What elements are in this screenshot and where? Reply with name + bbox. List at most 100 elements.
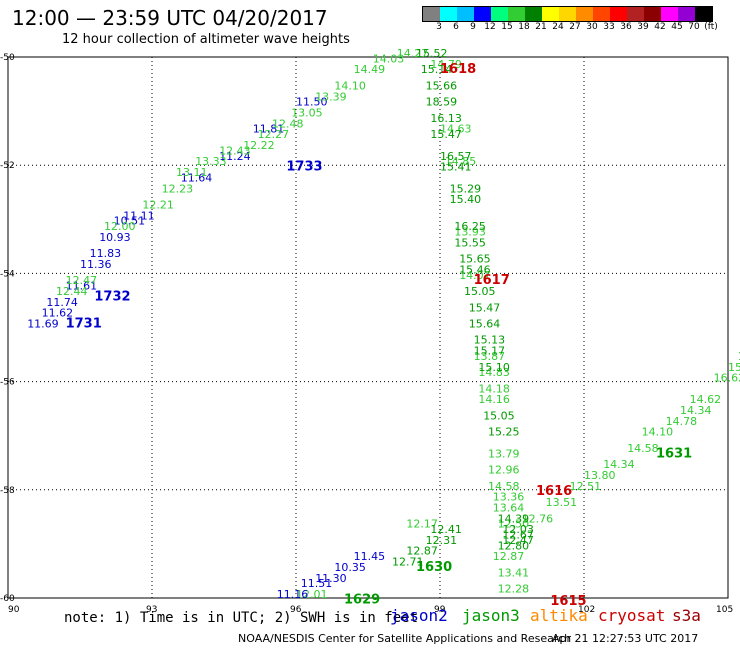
data-point-label: 14.58 (627, 442, 659, 455)
data-point-label: 14.18 (478, 382, 510, 395)
data-point-label: 15.65 (459, 253, 491, 266)
data-point-label: 12.31 (426, 534, 458, 547)
colorbar-tick-label: 45 (671, 22, 683, 32)
pass-time-label: 1631 (656, 446, 692, 461)
colorbar-swatch (474, 7, 491, 21)
data-point-label: 12.17 (406, 518, 438, 531)
colorbar-swatch (678, 7, 695, 21)
data-point-label: 14.79 (430, 58, 462, 71)
data-point-label: 12.03 (502, 523, 534, 536)
y-tick-label: -56 (0, 378, 15, 388)
data-point-label: 13.36 (493, 491, 525, 504)
data-point-label: 15.40 (450, 193, 482, 206)
y-tick-label: -52 (0, 161, 15, 171)
data-point-label: 11.74 (46, 296, 78, 309)
chart-title: 12:00 — 23:59 UTC 04/20/2017 (12, 6, 328, 30)
colorbar-swatch (542, 7, 559, 21)
pass-time-label: 1630 (416, 560, 452, 575)
colorbar-swatch (508, 7, 525, 21)
legend-item-jason2: jason2 (390, 606, 448, 625)
data-point-label: 12.47 (502, 534, 534, 547)
data-point-label: 11.64 (181, 171, 213, 184)
data-point-label: 11.61 (66, 280, 98, 293)
colorbar-tick-label: 33 (603, 22, 615, 32)
colorbar-swatch (423, 7, 440, 21)
data-point-label: 15.47 (430, 128, 462, 141)
data-point-label: 15.14 (421, 63, 453, 76)
data-point-label: 11.36 (80, 258, 112, 271)
colorbar-swatch (610, 7, 627, 21)
data-point-label: 15.05 (483, 409, 515, 422)
footer-credit: NOAA/NESDIS Center for Satellite Applica… (238, 632, 572, 645)
data-point-label: 13.87 (474, 350, 506, 363)
data-point-label: 14.58 (488, 480, 520, 493)
data-point-label: 13.79 (488, 447, 520, 460)
data-point-label: 15.10 (478, 361, 510, 374)
colorbar-swatch (661, 7, 678, 21)
data-point-label: 13.64 (493, 501, 525, 514)
pass-time-label: 1733 (286, 160, 322, 175)
colorbar-swatch (695, 7, 712, 21)
colorbar-tick-label: 42 (654, 22, 666, 32)
x-tick-label: 96 (290, 605, 302, 615)
data-point-label: 13.39 (315, 90, 347, 103)
x-tick-label: 90 (8, 605, 20, 615)
data-point-label: 11.69 (27, 318, 59, 331)
data-point-label: 15.46 (459, 263, 491, 276)
data-point-label: 14.83 (478, 366, 510, 379)
data-point-label: 12.87 (493, 550, 525, 563)
pass-time-label: 1616 (536, 484, 572, 499)
data-point-label: 14.07 (459, 269, 491, 282)
data-point-label: 11.16 (277, 588, 309, 601)
data-point-label: 18.59 (426, 96, 458, 109)
data-point-label: 11.30 (315, 572, 347, 585)
data-point-label: 12.01 (296, 588, 328, 601)
data-point-label: 15.78 (728, 361, 740, 374)
data-point-label: 15.05 (464, 285, 496, 298)
y-tick-label: -50 (0, 53, 15, 63)
plot-frame (7, 56, 729, 599)
colorbar (422, 6, 713, 22)
data-point-label: 12.22 (243, 139, 275, 152)
colorbar-tick-label: 9 (470, 22, 476, 32)
pass-time-label: 1617 (474, 273, 510, 288)
data-point-label: 14.34 (603, 458, 635, 471)
data-point-label: 10.35 (334, 561, 366, 574)
data-point-label: 15.47 (469, 301, 501, 314)
data-point-label: 14.85 (445, 155, 477, 168)
data-point-label: 15.52 (416, 47, 448, 60)
data-point-label: 15.64 (469, 318, 501, 331)
colorbar-tick-label: 3 (436, 22, 442, 32)
data-point-label: 12.51 (570, 480, 602, 493)
chart-subtitle: 12 hour collection of altimeter wave hei… (62, 32, 350, 47)
data-point-label: 12.21 (142, 198, 174, 211)
data-point-label: 14.03 (373, 52, 405, 65)
x-tick-label: 93 (146, 605, 157, 615)
data-point-label: 14.27 (397, 47, 429, 60)
colorbar-tick-label: 21 (535, 22, 547, 32)
data-point-label: 11.83 (90, 247, 122, 260)
footer-timestamp: Apr 21 12:27:53 UTC 2017 (552, 632, 699, 645)
data-point-label: 16.57 (440, 150, 472, 163)
data-point-label: 14.62 (690, 393, 722, 406)
data-point-label: 16.62 (714, 372, 740, 385)
colorbar-tick-label: 36 (620, 22, 632, 32)
data-point-label: 12.87 (406, 545, 438, 558)
colorbar-tick-label: 12 (484, 22, 496, 32)
data-point-label: 13.11 (176, 166, 208, 179)
pass-time-label: 1618 (440, 62, 476, 77)
data-point-label: 14.10 (642, 426, 674, 439)
colorbar-tick-label: 70 (688, 22, 700, 32)
data-point-label: 16.13 (430, 112, 462, 125)
data-point-label: 15.13 (474, 334, 506, 347)
data-point-label: 12.71 (392, 556, 424, 569)
colorbar-swatch (644, 7, 661, 21)
colorbar-tick-label: 30 (586, 22, 598, 32)
colorbar-tick-label: 27 (569, 22, 581, 32)
y-tick-label: -54 (0, 269, 15, 279)
data-point-label: 15.55 (454, 236, 486, 249)
data-point-label: 14.16 (478, 393, 510, 406)
data-point-label: 14.78 (666, 415, 698, 428)
data-point-label: 12.43 (219, 144, 251, 157)
